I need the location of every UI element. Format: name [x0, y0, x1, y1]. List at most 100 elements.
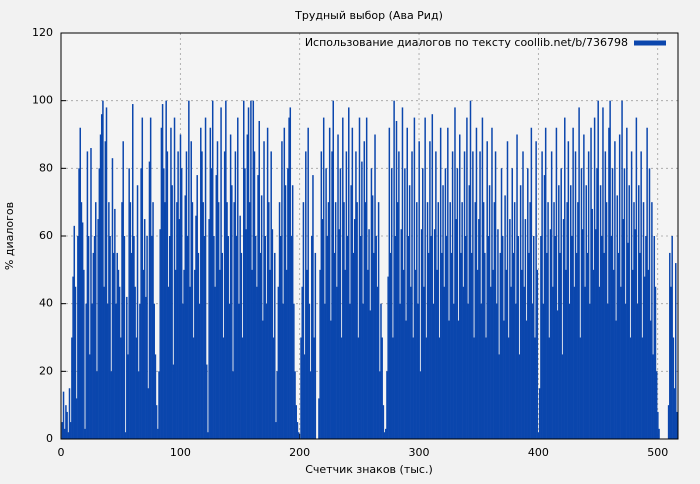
- bar: [264, 236, 266, 439]
- bar: [393, 100, 395, 440]
- bar: [456, 168, 459, 440]
- bar: [408, 185, 411, 439]
- bar: [356, 202, 358, 439]
- bar: [643, 276, 646, 439]
- bar: [305, 151, 307, 439]
- bar: [122, 141, 124, 439]
- bar: [154, 354, 157, 439]
- bar: [487, 236, 490, 439]
- bar: [282, 303, 284, 439]
- bar: [340, 337, 343, 439]
- bar: [651, 202, 653, 439]
- bar: [450, 252, 453, 439]
- bar: [65, 405, 67, 439]
- bar: [396, 202, 399, 439]
- bar: [359, 236, 362, 439]
- bar: [462, 286, 465, 439]
- bar: [504, 195, 506, 439]
- bar: [141, 117, 144, 439]
- bar: [238, 303, 240, 439]
- bar: [351, 127, 354, 439]
- bar: [547, 202, 549, 439]
- bar: [553, 202, 555, 439]
- bar: [311, 236, 313, 439]
- bar: [343, 202, 345, 439]
- bar: [106, 303, 109, 439]
- bar: [136, 185, 139, 439]
- bar: [135, 337, 138, 439]
- bar: [284, 185, 287, 439]
- bar: [392, 337, 394, 439]
- bar: [566, 202, 568, 439]
- bar: [296, 422, 299, 439]
- bar: [426, 202, 429, 439]
- bar: [348, 107, 350, 439]
- bar: [157, 428, 159, 439]
- bar: [488, 185, 491, 439]
- bar: [429, 141, 431, 439]
- bar: [272, 337, 275, 439]
- bar: [72, 276, 74, 439]
- bar: [81, 222, 84, 439]
- bar: [422, 168, 424, 440]
- bar: [591, 208, 593, 439]
- x-tick-label: 200: [289, 446, 310, 459]
- bar: [169, 236, 171, 439]
- bar: [117, 269, 120, 439]
- bar: [112, 252, 115, 439]
- bar: [386, 371, 388, 439]
- bar: [528, 252, 530, 439]
- y-axis-label: % диалогов: [3, 202, 16, 270]
- bar: [318, 398, 320, 439]
- bar: [327, 202, 330, 439]
- bar: [461, 202, 463, 439]
- bar: [161, 104, 164, 440]
- bar: [178, 219, 181, 439]
- bar: [357, 337, 360, 439]
- bar: [554, 236, 556, 439]
- bar: [285, 269, 288, 439]
- bar: [474, 202, 477, 439]
- bar: [208, 219, 210, 439]
- bar: [344, 269, 346, 439]
- bar: [453, 303, 455, 439]
- bar: [413, 117, 416, 439]
- bar: [573, 286, 576, 439]
- bar: [334, 202, 337, 439]
- bar: [579, 337, 582, 439]
- bar: [560, 168, 562, 440]
- bar: [529, 202, 531, 439]
- bar: [470, 252, 473, 439]
- bar: [555, 127, 558, 439]
- bar: [604, 151, 607, 439]
- bar: [115, 303, 117, 439]
- bar: [498, 354, 500, 439]
- bar: [649, 320, 652, 439]
- bar: [444, 168, 447, 440]
- chart-title: Трудный выбор (Ава Рид): [294, 9, 443, 22]
- bar: [603, 252, 605, 439]
- bar: [250, 100, 252, 440]
- bar: [231, 185, 233, 439]
- bar: [177, 151, 179, 439]
- bar: [564, 117, 566, 439]
- bar: [217, 202, 220, 439]
- bar: [575, 252, 578, 439]
- bar: [420, 229, 423, 439]
- bar: [96, 371, 98, 439]
- bar: [655, 371, 658, 439]
- bar: [445, 236, 448, 439]
- bar: [147, 388, 150, 439]
- bar: [581, 229, 584, 439]
- bar: [153, 303, 155, 439]
- bar: [425, 337, 428, 439]
- bar: [371, 195, 374, 439]
- y-tick-label: 100: [32, 94, 53, 107]
- bar: [201, 151, 203, 439]
- bar: [493, 202, 496, 439]
- bar: [449, 202, 451, 439]
- bar: [525, 320, 528, 439]
- bar: [518, 354, 521, 439]
- bar: [639, 252, 641, 439]
